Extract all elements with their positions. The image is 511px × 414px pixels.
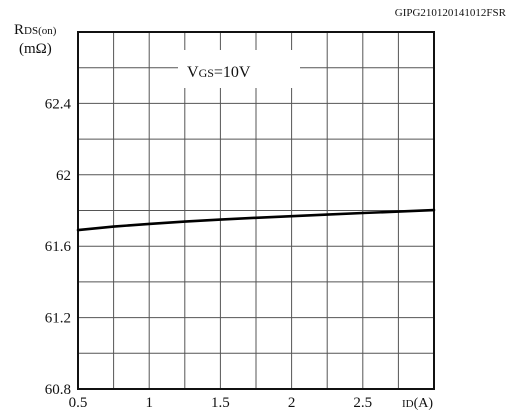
- y-tick-label: 60.8: [45, 382, 71, 398]
- series-layer: [76, 208, 436, 232]
- x-tick-label: 2: [288, 395, 296, 411]
- x-tick-label: 1: [145, 395, 153, 411]
- condition-label-box: [178, 50, 300, 88]
- x-axis-label-unit: (A): [414, 396, 434, 411]
- figure-code: GIPG210120141012FSR: [395, 7, 507, 19]
- y-axis-unit: (mΩ): [19, 41, 52, 57]
- condition-label-sub: GS: [199, 66, 214, 80]
- x-tick-label: 1.5: [211, 395, 230, 411]
- y-tick-label: 61.2: [45, 311, 71, 327]
- y-axis-label-sub: DS(on): [24, 25, 57, 37]
- x-axis-label-main: I: [402, 398, 406, 410]
- series-line: [76, 208, 436, 232]
- condition-label-main: V: [187, 64, 199, 81]
- y-axis-label-main: R: [14, 22, 24, 38]
- x-tick-label: 0.5: [69, 395, 88, 411]
- y-tick-label: 62.4: [45, 96, 72, 112]
- tick-labels: 0.5 1 1.5 2 2.5 60.8 61.2 61.6 62 62.4: [45, 96, 372, 411]
- x-axis-label: ID(A): [402, 396, 433, 411]
- y-tick-label: 62: [56, 168, 71, 184]
- condition-label: VGS=10V: [187, 64, 251, 81]
- y-axis-label: RDS(on): [14, 22, 57, 38]
- condition-label-rest: =10V: [214, 64, 251, 81]
- x-tick-label: 2.5: [353, 395, 372, 411]
- x-axis-label-sub: D: [406, 398, 414, 410]
- y-tick-label: 61.6: [45, 239, 72, 255]
